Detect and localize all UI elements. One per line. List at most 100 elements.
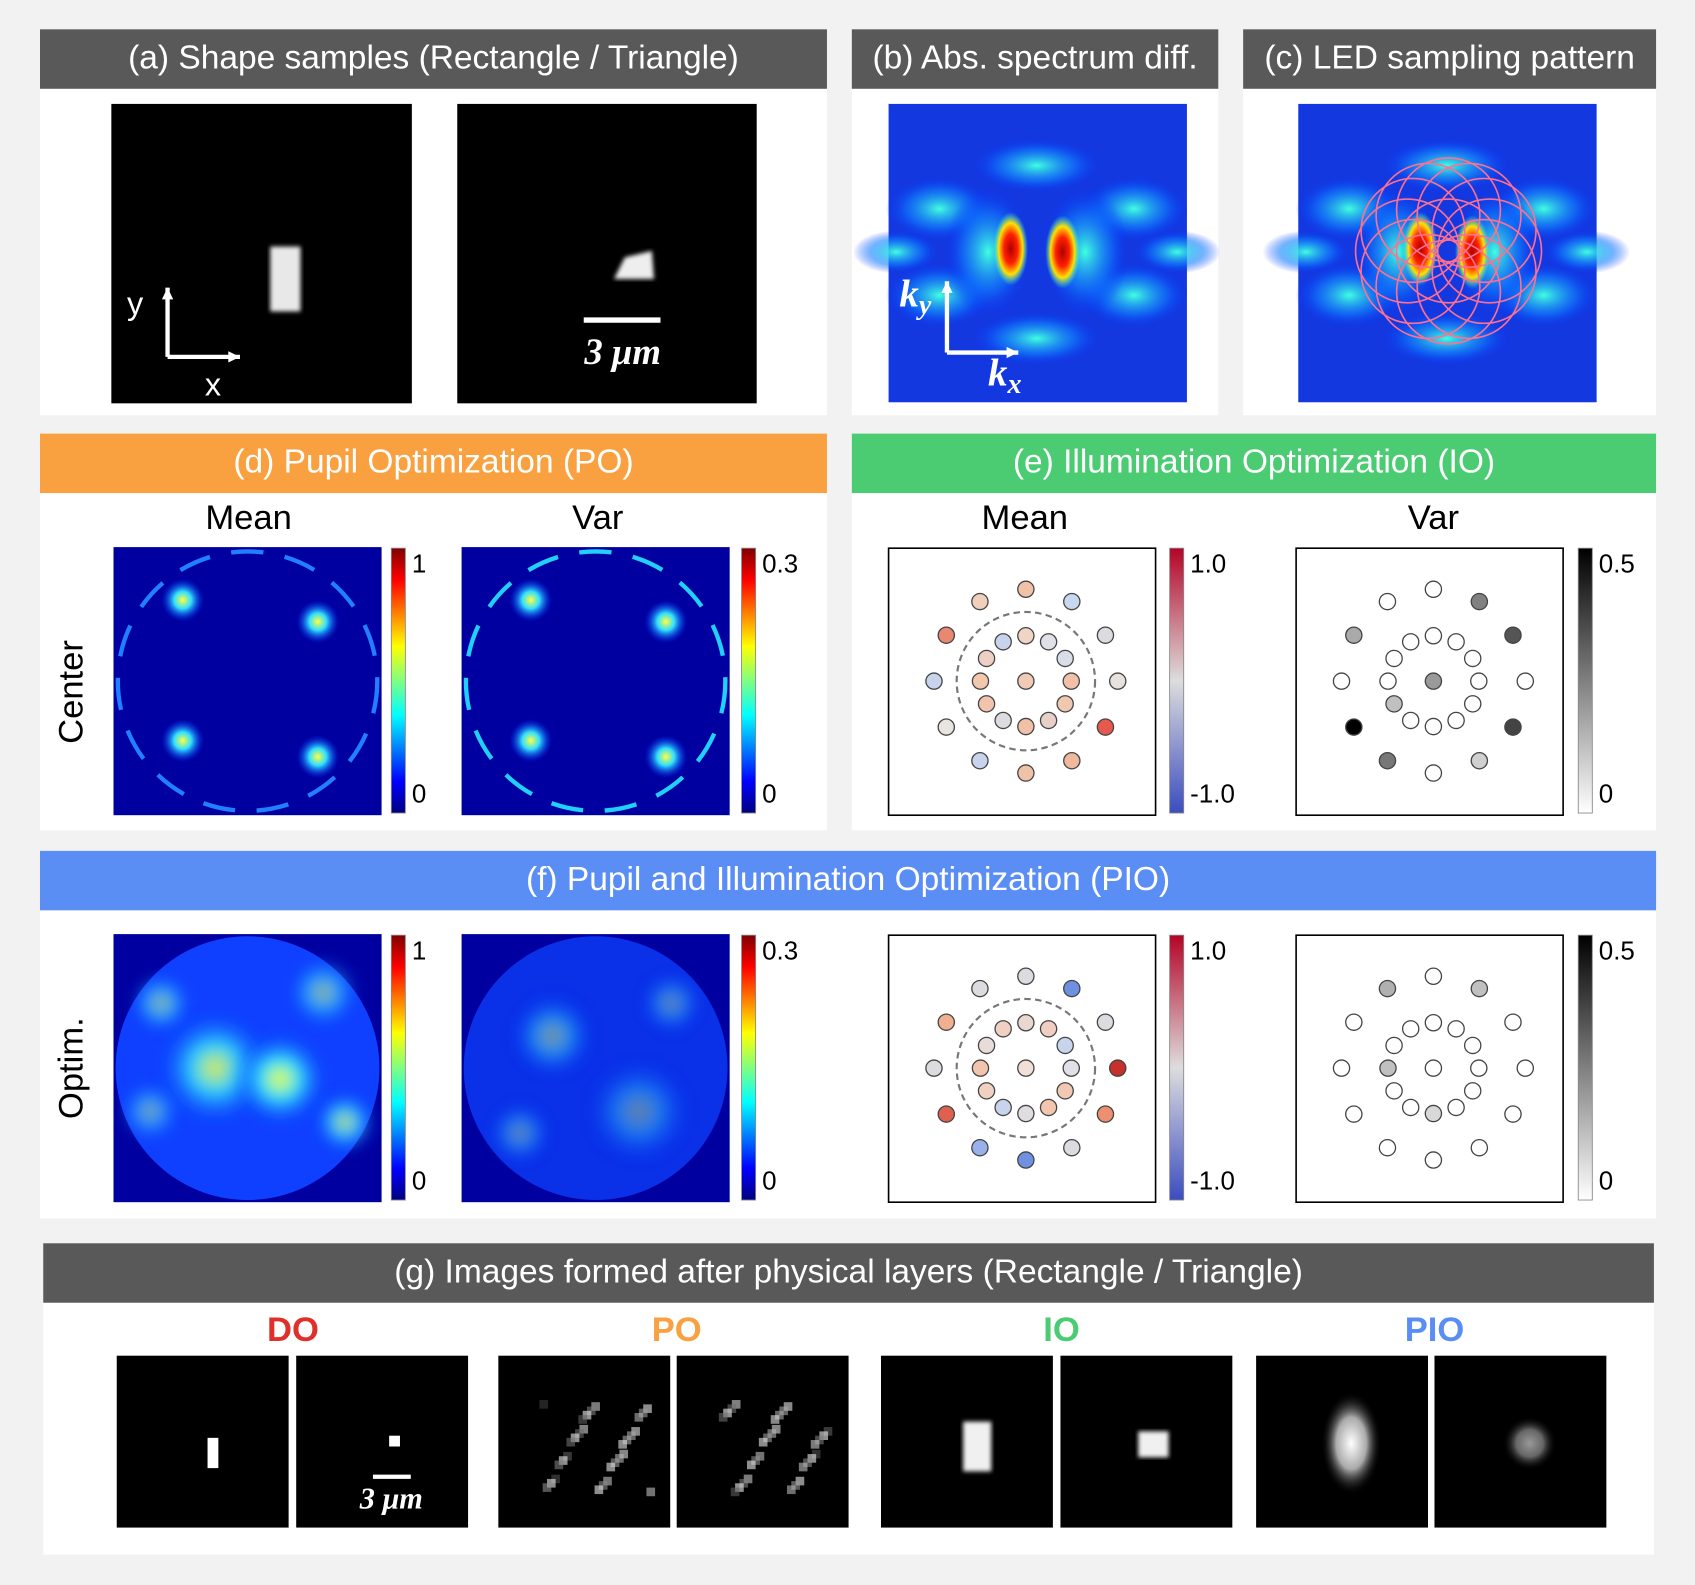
led [1379, 1059, 1397, 1077]
speckle [578, 1415, 587, 1424]
column-label: Mean [205, 499, 292, 537]
led [1424, 672, 1443, 690]
led [1378, 751, 1397, 770]
led [1345, 718, 1363, 736]
pupil-feature [117, 1078, 183, 1144]
led [1345, 1013, 1363, 1031]
pupil-feature [312, 1089, 378, 1155]
colorbar [1169, 934, 1185, 1201]
output-spot [207, 1437, 219, 1469]
arrow-head [1006, 346, 1019, 359]
led [1039, 711, 1058, 730]
led [1470, 979, 1489, 998]
sample-image [111, 103, 412, 404]
led [1447, 633, 1465, 651]
speckle [758, 1437, 768, 1447]
led [1332, 1059, 1351, 1077]
colorbar [1169, 547, 1185, 814]
led [1470, 592, 1489, 611]
led [994, 633, 1012, 651]
shape-rectangle [270, 246, 301, 312]
led [971, 1059, 990, 1077]
led [994, 1098, 1012, 1117]
axis-label-sub: x [1006, 370, 1021, 401]
output-spot [1320, 1391, 1382, 1496]
led [1017, 1013, 1035, 1032]
spectrum-lobe [971, 138, 1102, 193]
led [1332, 672, 1351, 690]
led-ring [955, 997, 1097, 1139]
row-label: Center [53, 640, 91, 744]
led [977, 695, 996, 713]
led [1516, 672, 1535, 690]
led [977, 649, 996, 668]
led-aperture [1354, 198, 1461, 304]
speckle [594, 1485, 604, 1495]
led-aperture [1416, 162, 1522, 269]
output-image [296, 1355, 469, 1528]
panel-header [851, 433, 1657, 494]
led [994, 1020, 1012, 1038]
led-aperture [1395, 198, 1502, 304]
speckle [786, 1485, 796, 1495]
led [977, 1036, 996, 1055]
pupil-map [461, 547, 730, 816]
axis-label-base: k [988, 351, 1008, 394]
led [1378, 592, 1397, 611]
output-spot [1502, 1416, 1557, 1471]
arrow-head [161, 287, 174, 300]
colorbar-max: 0.3 [762, 550, 798, 578]
output-spot [389, 1435, 400, 1447]
column-label: Var [572, 499, 623, 537]
axis-label: kx [988, 351, 1022, 400]
led [1096, 718, 1115, 736]
colorbar [390, 547, 406, 814]
colorbar-min: -1.0 [1190, 781, 1235, 809]
led [1447, 1020, 1465, 1038]
led-aperture [1431, 218, 1537, 325]
led-aperture [1360, 177, 1466, 284]
colorbar-min: 0 [412, 781, 426, 809]
method-label: PIO [1405, 1311, 1465, 1349]
panel-title: (b) Abs. spectrum diff. [872, 39, 1197, 76]
speckle [730, 1487, 740, 1497]
panel-title: (g) Images formed after physical layers … [394, 1253, 1303, 1290]
method-label: PO [652, 1311, 702, 1349]
scale-bar-label: 3 μm [359, 1482, 423, 1516]
led [1385, 695, 1403, 713]
led [1385, 1036, 1403, 1055]
panel-title: (d) Pupil Optimization (PO) [233, 444, 633, 481]
colorbar-min: 0 [762, 781, 776, 809]
speckle [539, 1400, 549, 1409]
axis-label: ky [899, 272, 931, 321]
column-label: Var [1408, 499, 1459, 537]
led [1424, 1013, 1443, 1032]
colorbar-min: 0 [1599, 781, 1613, 809]
pupil-feature [509, 718, 553, 763]
led [1401, 1020, 1420, 1038]
led [1063, 592, 1081, 611]
led [1096, 626, 1115, 644]
led [1039, 633, 1058, 651]
led [1401, 711, 1420, 730]
pupil-edge [115, 549, 380, 814]
panel-title: (f) Pupil and Illumination Optimization … [526, 861, 1170, 898]
led [1063, 979, 1081, 998]
spectrum-lobe [1133, 230, 1221, 274]
led [1379, 672, 1397, 690]
led [1385, 649, 1403, 668]
speckle [634, 1412, 644, 1422]
led [937, 718, 956, 736]
spectrum-lobe [1543, 230, 1631, 274]
speckle [810, 1440, 820, 1449]
led [1056, 1082, 1074, 1100]
led [937, 1105, 956, 1123]
led [1424, 717, 1443, 736]
colorbar-max: 0.5 [1599, 937, 1635, 965]
led [1378, 979, 1397, 998]
pupil-feature [644, 735, 688, 779]
axis-label: y [127, 286, 144, 322]
pupil-feature [644, 600, 688, 644]
colorbar [741, 934, 757, 1201]
